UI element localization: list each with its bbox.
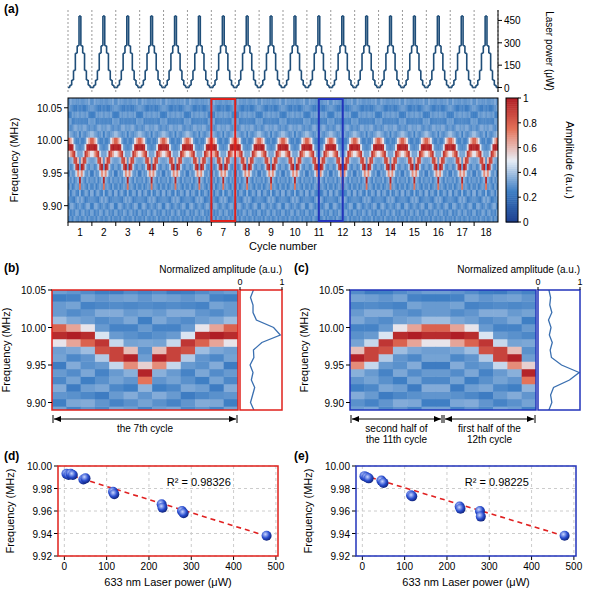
- figure: (a)9.909.9510.0010.051234567891011121314…: [0, 0, 600, 606]
- heatmap-a: [68, 98, 499, 223]
- panel-letter: (a): [4, 2, 19, 16]
